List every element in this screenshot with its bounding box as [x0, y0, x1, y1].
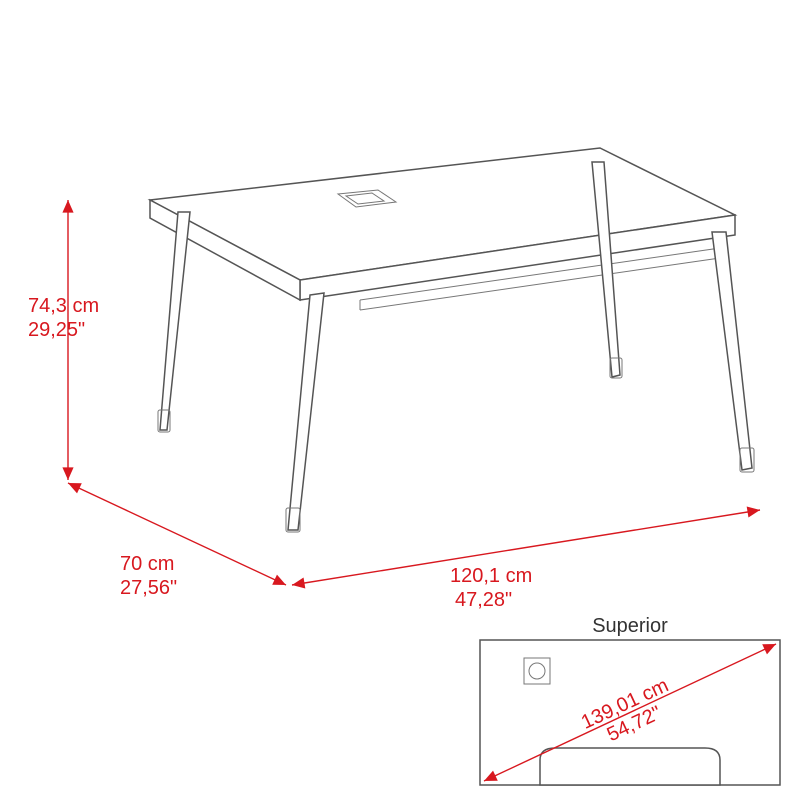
- width-in-label: 47,28": [455, 589, 512, 611]
- depth-in-label: 27,56": [120, 577, 177, 599]
- width-cm-label: 120,1 cm: [450, 565, 532, 587]
- desk-3d-view: [150, 148, 754, 532]
- depth-cm-label: 70 cm: [120, 553, 174, 575]
- top-view: Superior 139,01 cm 54,72": [480, 615, 780, 785]
- height-in-label: 29,25": [28, 319, 85, 341]
- height-cm-label: 74,3 cm: [28, 295, 99, 317]
- dim-width: 120,1 cm 47,28": [292, 510, 760, 611]
- dim-depth: 70 cm 27,56": [68, 483, 286, 599]
- dimension-diagram: 74,3 cm 29,25" 70 cm 27,56" 120,1 cm 47,…: [0, 0, 800, 800]
- top-view-title: Superior: [592, 615, 668, 637]
- dim-height: 74,3 cm 29,25": [28, 200, 150, 480]
